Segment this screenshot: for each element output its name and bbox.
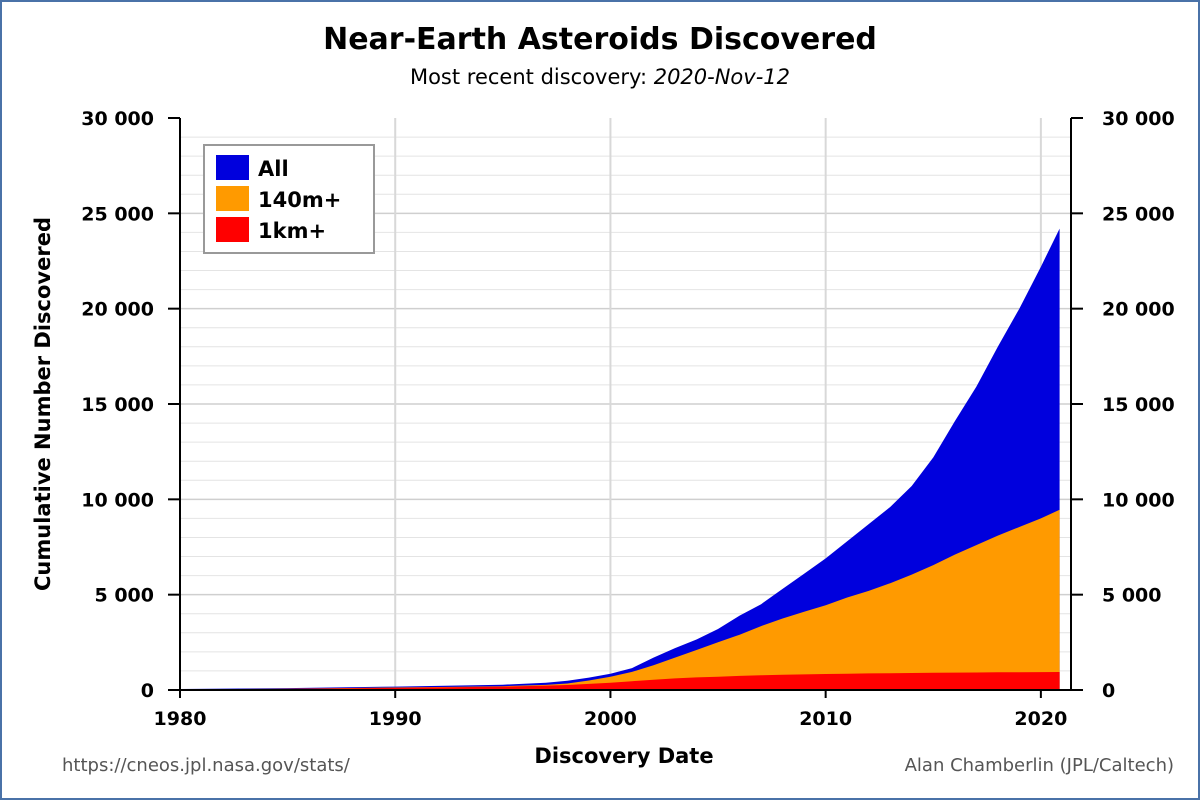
area-series-2 <box>180 672 1060 690</box>
chart-subtitle: Most recent discovery: 2020-Nov-12 <box>410 65 790 89</box>
y-tick-label-right: 15 000 <box>1102 394 1175 416</box>
legend-swatch-1km <box>216 217 249 242</box>
x-tick-label: 2020 <box>1014 708 1067 730</box>
y-axis-label: Cumulative Number Discovered <box>31 217 55 591</box>
y-tick-label-left: 15 000 <box>81 394 154 416</box>
x-axis-label: Discovery Date <box>534 744 713 768</box>
y-tick-label-right: 25 000 <box>1102 203 1175 225</box>
legend-swatch-all <box>216 155 249 180</box>
y-tick-label-right: 5 000 <box>1102 585 1162 607</box>
x-tick-label: 2000 <box>584 708 637 730</box>
tick-labels: 0 0 5 000 5 000 10 000 10 000 15 000 15 000 20 0… <box>81 108 1174 730</box>
y-tick-label-left: 5 000 <box>95 585 155 607</box>
subtitle-date: 2020-Nov-12 <box>654 65 790 89</box>
y-tick-label-right: 10 000 <box>1102 489 1175 511</box>
legend-label-140m: 140m+ <box>258 188 341 212</box>
x-tick-label: 1990 <box>369 708 422 730</box>
y-tick-label-left: 25 000 <box>81 203 154 225</box>
area-series-1 <box>180 509 1060 690</box>
legend-label-1km: 1km+ <box>258 219 326 243</box>
author-credit: Alan Chamberlin (JPL/Caltech) <box>905 755 1174 776</box>
y-tick-label-left: 20 000 <box>81 299 154 321</box>
source-url: https://cneos.jpl.nasa.gov/stats/ <box>62 755 351 776</box>
x-tick-label: 2010 <box>799 708 852 730</box>
y-tick-label-right: 0 <box>1102 680 1115 702</box>
legend-swatch-140m <box>216 186 249 211</box>
y-tick-label-left: 30 000 <box>81 108 154 130</box>
y-tick-label-left: 10 000 <box>81 489 154 511</box>
y-tick-label-right: 30 000 <box>1102 108 1175 130</box>
y-tick-label-left: 0 <box>141 680 154 702</box>
legend-label-all: All <box>258 157 289 181</box>
area-series-0 <box>180 228 1060 690</box>
area-series <box>180 228 1060 690</box>
legend: All 140m+ 1km+ <box>203 144 375 254</box>
subtitle-prefix: Most recent discovery: <box>410 65 654 89</box>
y-tick-label-right: 20 000 <box>1102 299 1175 321</box>
x-tick-label: 1980 <box>154 708 207 730</box>
chart-title: Near-Earth Asteroids Discovered <box>323 22 877 57</box>
